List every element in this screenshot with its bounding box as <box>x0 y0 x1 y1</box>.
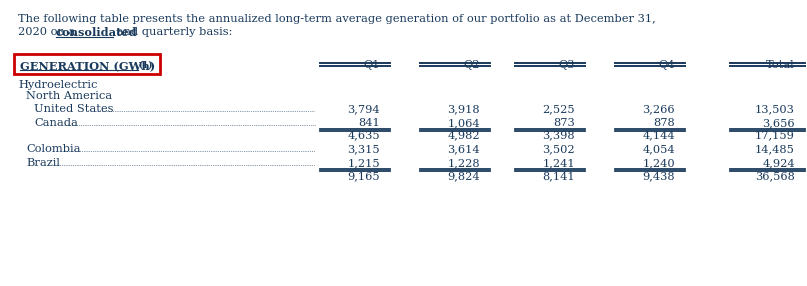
Text: North America: North America <box>26 91 112 101</box>
Text: 3,794: 3,794 <box>347 104 380 114</box>
Text: 1,241: 1,241 <box>542 158 575 168</box>
Text: 9,824: 9,824 <box>447 171 480 181</box>
Text: 9,438: 9,438 <box>642 171 675 181</box>
Text: 3,398: 3,398 <box>542 130 575 140</box>
Text: 3,502: 3,502 <box>542 144 575 154</box>
Text: 4,144: 4,144 <box>642 130 675 140</box>
Text: 3,266: 3,266 <box>642 104 675 114</box>
Text: (1): (1) <box>138 61 153 70</box>
Text: 878: 878 <box>653 118 675 128</box>
Text: 4,924: 4,924 <box>763 158 795 168</box>
Text: Q4: Q4 <box>659 60 675 70</box>
Text: 1,064: 1,064 <box>447 118 480 128</box>
Text: 3,918: 3,918 <box>447 104 480 114</box>
Text: 3,614: 3,614 <box>447 144 480 154</box>
Text: 17,159: 17,159 <box>755 130 795 140</box>
Text: 4,982: 4,982 <box>447 130 480 140</box>
Text: and quarterly basis:: and quarterly basis: <box>113 27 232 37</box>
Text: 4,054: 4,054 <box>642 144 675 154</box>
Text: 2020 on a: 2020 on a <box>18 27 79 37</box>
Text: 4,635: 4,635 <box>347 130 380 140</box>
Text: Hydroelectric: Hydroelectric <box>18 80 98 90</box>
Text: 14,485: 14,485 <box>755 144 795 154</box>
Text: Total: Total <box>767 60 795 70</box>
Text: consolidated: consolidated <box>56 27 138 38</box>
Text: 873: 873 <box>554 118 575 128</box>
Text: 2,525: 2,525 <box>542 104 575 114</box>
Text: Colombia: Colombia <box>26 144 81 154</box>
Text: 8,141: 8,141 <box>542 171 575 181</box>
Text: 3,315: 3,315 <box>347 144 380 154</box>
Text: 841: 841 <box>358 118 380 128</box>
Text: 36,568: 36,568 <box>755 171 795 181</box>
Text: Q1: Q1 <box>363 60 380 70</box>
Text: The following table presents the annualized long-term average generation of our : The following table presents the annuali… <box>18 14 656 24</box>
Text: 13,503: 13,503 <box>755 104 795 114</box>
Text: 9,165: 9,165 <box>347 171 380 181</box>
Text: Q2: Q2 <box>463 60 480 70</box>
Text: 1,240: 1,240 <box>642 158 675 168</box>
Text: United States: United States <box>34 104 114 114</box>
Text: Brazil: Brazil <box>26 158 60 168</box>
Text: 1,228: 1,228 <box>447 158 480 168</box>
Text: 3,656: 3,656 <box>763 118 795 128</box>
Text: Canada: Canada <box>34 118 77 128</box>
Text: Q3: Q3 <box>558 60 575 70</box>
Text: GENERATION (GWh): GENERATION (GWh) <box>20 60 155 71</box>
Text: 1,215: 1,215 <box>347 158 380 168</box>
